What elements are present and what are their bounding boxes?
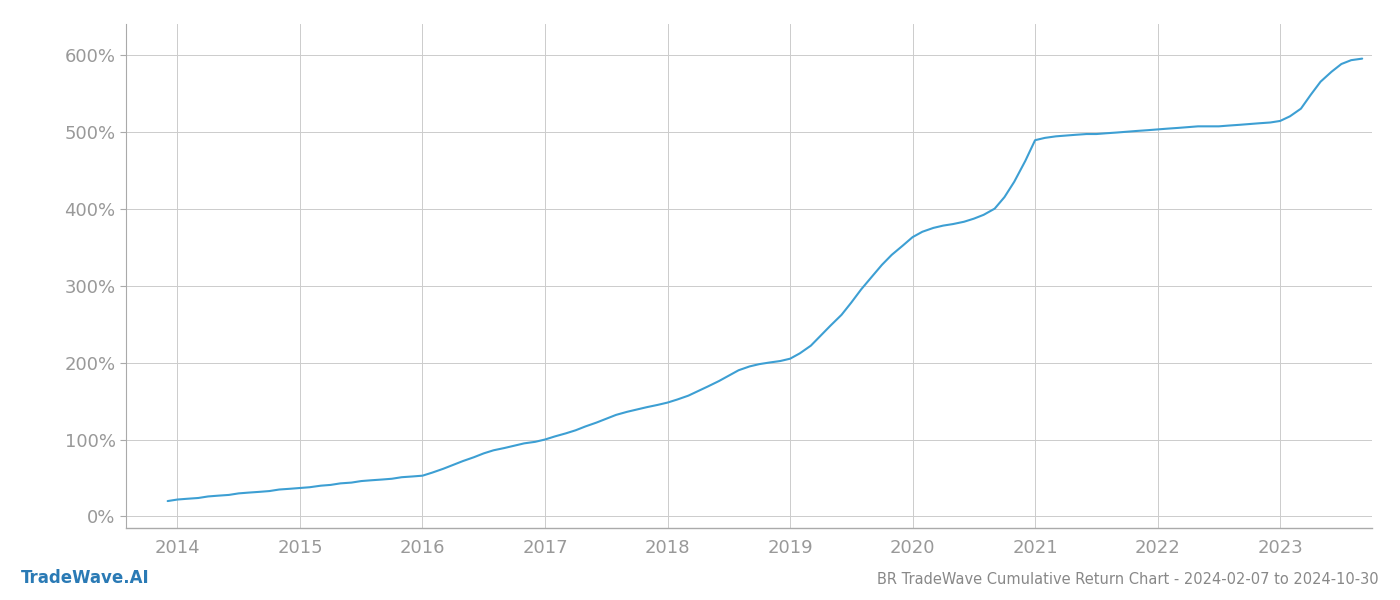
Text: TradeWave.AI: TradeWave.AI bbox=[21, 569, 150, 587]
Text: BR TradeWave Cumulative Return Chart - 2024-02-07 to 2024-10-30: BR TradeWave Cumulative Return Chart - 2… bbox=[878, 572, 1379, 587]
